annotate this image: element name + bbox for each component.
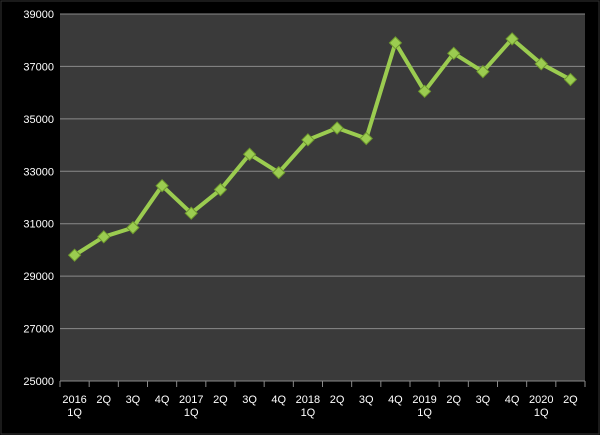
x-tick-label: 4Q [388, 394, 403, 406]
x-tick-label: 2016 1Q [62, 394, 86, 419]
data-point [213, 182, 228, 197]
x-tick-label: 2017 1Q [179, 394, 203, 419]
data-point [563, 72, 578, 87]
data-point [67, 248, 82, 262]
y-tick-label: 33000 [23, 166, 54, 178]
line-series [73, 36, 572, 257]
x-tick-label: 2Q [446, 394, 461, 406]
data-point [272, 165, 286, 180]
data-point [330, 121, 344, 135]
y-tick-label: 27000 [23, 324, 54, 336]
data-point [126, 220, 140, 235]
x-tick-label: 3Q [476, 394, 491, 406]
x-tick-label: 4Q [505, 394, 520, 406]
x-tick-label: 2018 1Q [296, 394, 320, 419]
data-point [359, 131, 373, 146]
x-tick-label: 3Q [242, 394, 257, 406]
y-tick-label: 39000 [23, 9, 54, 21]
x-tick-label: 2019 1Q [412, 394, 436, 419]
y-tick-label: 37000 [23, 61, 54, 73]
y-tick-label: 29000 [23, 271, 54, 283]
plot-area [60, 14, 585, 381]
data-point [534, 57, 548, 71]
x-tick-label: 2Q [330, 394, 345, 406]
y-tick-label: 25000 [23, 376, 54, 388]
x-tick-label: 3Q [126, 394, 141, 406]
data-point [505, 32, 519, 46]
x-tick-label: 4Q [271, 394, 286, 406]
data-point [447, 46, 461, 61]
data-point [417, 84, 432, 99]
data-point [155, 178, 169, 193]
x-tick-label: 2020 1Q [529, 394, 553, 419]
x-tick-label: 4Q [155, 394, 170, 406]
x-tick-label: 2Q [96, 394, 111, 406]
y-tick-label: 31000 [23, 219, 54, 231]
y-tick-label: 35000 [23, 114, 54, 126]
data-point [184, 206, 198, 220]
data-point [476, 64, 490, 79]
data-point [301, 133, 315, 147]
x-tick-label: 2Q [563, 394, 578, 406]
x-tick-label: 3Q [359, 394, 374, 406]
data-point [97, 230, 111, 244]
data-point [242, 147, 257, 161]
x-tick-label: 2Q [213, 394, 228, 406]
data-point [388, 36, 403, 50]
